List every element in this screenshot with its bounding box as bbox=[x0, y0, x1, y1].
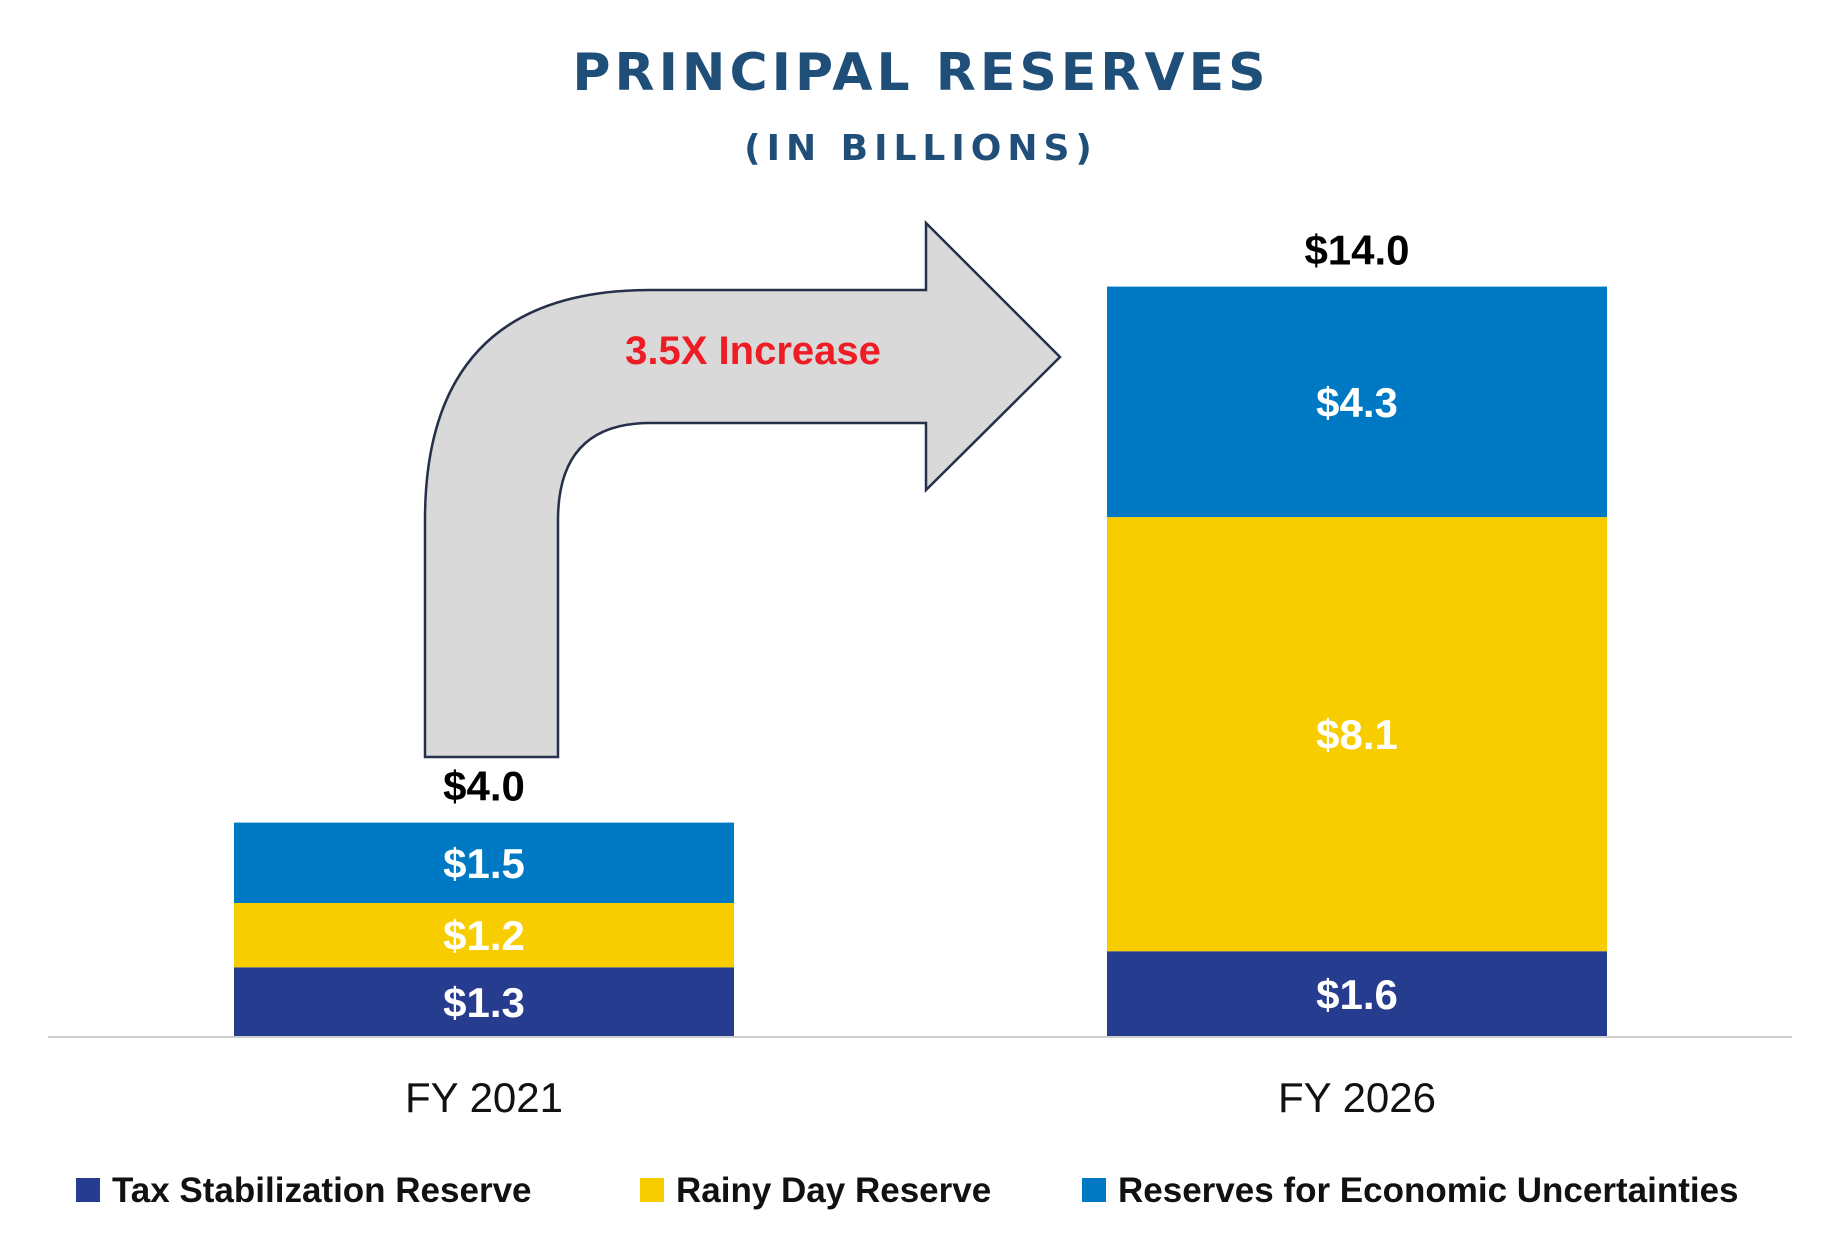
bar-segment-3-1 bbox=[234, 822, 734, 903]
legend-label: Rainy Day Reserve bbox=[676, 1171, 991, 1210]
bar-segment-3-2 bbox=[1107, 286, 1607, 518]
legend-label: Reserves for Economic Uncertainties bbox=[1118, 1171, 1739, 1210]
bar-segment-2-1 bbox=[234, 903, 734, 968]
segment-value-label: $1.5 bbox=[443, 840, 525, 887]
bar-segment-1-2 bbox=[1107, 951, 1607, 1037]
bar-segment-1-1 bbox=[234, 967, 734, 1037]
category-labels: FY 2021 FY 2026 bbox=[405, 1074, 1436, 1121]
legend-swatch bbox=[1082, 1178, 1106, 1202]
bars-group: $1.3 $1.2 $1.5 $4.0 $1.6 $8.1 $4.3 $14.0 bbox=[234, 227, 1607, 1037]
chart-title: PRINCIPAL RESERVES bbox=[572, 43, 1269, 103]
increase-annotation: 3.5X Increase bbox=[625, 329, 881, 373]
x-tick-label: FY 2021 bbox=[405, 1074, 563, 1121]
total-value-label: $4.0 bbox=[443, 763, 525, 810]
bar-segment-2-2 bbox=[1107, 517, 1607, 952]
legend-swatch bbox=[76, 1178, 100, 1202]
increase-arrow-shape bbox=[423, 219, 1062, 759]
segment-value-label: $1.2 bbox=[443, 912, 525, 959]
legend-swatch bbox=[640, 1178, 664, 1202]
x-tick-label: FY 2026 bbox=[1278, 1074, 1436, 1121]
total-value-label: $14.0 bbox=[1304, 227, 1409, 274]
segment-value-label: $4.3 bbox=[1316, 379, 1398, 426]
segment-value-label: $8.1 bbox=[1316, 711, 1398, 758]
legend: Tax Stabilization Reserve Rainy Day Reser… bbox=[76, 1171, 1739, 1210]
segment-value-label: $1.3 bbox=[443, 979, 525, 1026]
legend-label: Tax Stabilization Reserve bbox=[112, 1171, 532, 1210]
chart-subtitle: (IN BILLIONS) bbox=[744, 128, 1098, 169]
segment-value-label: $1.6 bbox=[1316, 971, 1398, 1018]
